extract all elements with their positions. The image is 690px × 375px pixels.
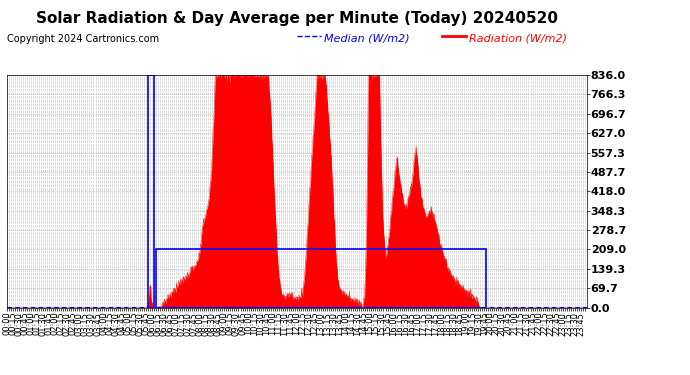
Text: Radiation (W/m2): Radiation (W/m2) [469, 34, 567, 44]
Bar [148, 75, 154, 307]
Text: Solar Radiation & Day Average per Minute (Today) 20240520: Solar Radiation & Day Average per Minute… [36, 11, 558, 26]
Text: Copyright 2024 Cartronics.com: Copyright 2024 Cartronics.com [7, 34, 159, 44]
Text: Median (W/m2): Median (W/m2) [324, 34, 410, 44]
Bar [156, 249, 486, 308]
